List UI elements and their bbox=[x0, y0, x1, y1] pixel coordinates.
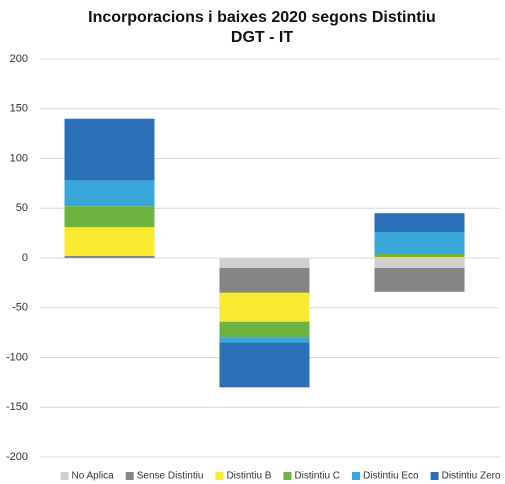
y-tick-label: -50 bbox=[12, 302, 28, 314]
legend-swatch bbox=[60, 472, 69, 480]
bar-segment bbox=[219, 337, 310, 343]
bar-segment bbox=[219, 267, 310, 293]
legend-swatch bbox=[125, 472, 134, 480]
bar-segment bbox=[374, 232, 465, 255]
y-tick-label: -200 bbox=[6, 451, 28, 463]
bar-segment bbox=[219, 292, 310, 322]
legend-label: Sense Distintiu bbox=[137, 471, 204, 482]
bar-segment bbox=[374, 258, 465, 268]
bar-segment bbox=[64, 180, 155, 207]
bar-segment bbox=[219, 258, 310, 268]
y-tick-label: 50 bbox=[16, 202, 28, 214]
legend-label: No Aplica bbox=[71, 471, 114, 482]
y-tick-label: 100 bbox=[10, 152, 28, 164]
bar-segment bbox=[219, 342, 310, 388]
legend-label: Distintiu B bbox=[226, 471, 271, 482]
y-tick-label: 150 bbox=[10, 103, 28, 115]
bar-segment bbox=[374, 267, 465, 292]
bar-segment bbox=[374, 257, 465, 258]
bar-segment bbox=[64, 118, 155, 181]
bar-segment bbox=[374, 213, 465, 233]
y-tick-label: 200 bbox=[10, 53, 28, 65]
legend-label: Distintiu Zero bbox=[442, 471, 501, 482]
bar-segment bbox=[64, 206, 155, 228]
y-tick-label: 0 bbox=[22, 252, 28, 264]
bar-segment bbox=[64, 227, 155, 257]
legend-label: Distintiu C bbox=[294, 471, 340, 482]
bar-segment bbox=[374, 254, 465, 258]
legend-label: Distintiu Eco bbox=[363, 471, 419, 482]
y-tick-label: -150 bbox=[6, 401, 28, 413]
legend-swatch bbox=[283, 472, 292, 480]
legend-swatch bbox=[352, 472, 361, 480]
bar-segment bbox=[219, 321, 310, 338]
y-tick-label: -100 bbox=[6, 351, 28, 363]
legend-swatch bbox=[215, 472, 224, 480]
chart-title: DGT - IT bbox=[231, 29, 293, 46]
legend-swatch bbox=[430, 472, 439, 480]
bar-segment bbox=[64, 256, 155, 258]
chart-title: Incorporacions i baixes 2020 segons Dist… bbox=[88, 9, 436, 26]
legend: No Aplica Sense Distintiu Distintiu B Disti… bbox=[60, 471, 501, 482]
